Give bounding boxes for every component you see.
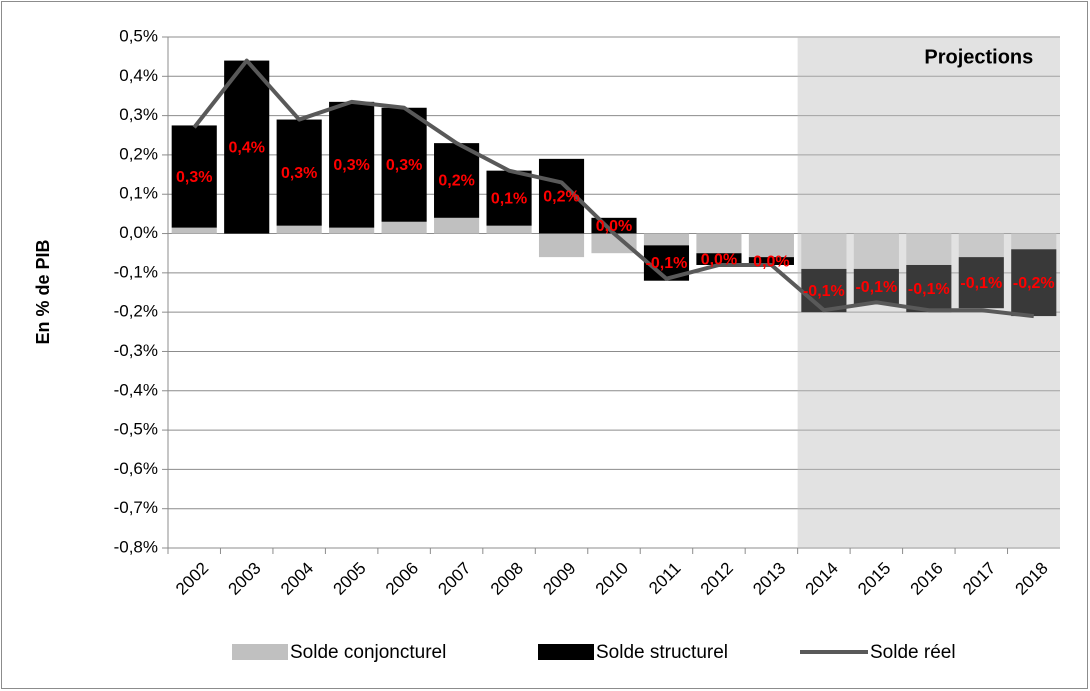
bar xyxy=(276,225,322,234)
y-tick-label: 0,0% xyxy=(119,223,158,242)
bar xyxy=(906,233,952,265)
bar xyxy=(381,107,427,222)
y-tick-label: -0,4% xyxy=(114,380,158,399)
y-tick-label: -0,7% xyxy=(114,498,158,517)
bar xyxy=(276,119,322,226)
bar xyxy=(958,233,1004,258)
value-label: 0,3% xyxy=(176,169,212,186)
value-label: 0,2% xyxy=(543,188,579,205)
bar xyxy=(329,101,375,228)
bar xyxy=(906,264,952,313)
legend-label: Solde conjoncturel xyxy=(290,642,446,663)
y-tick-label: -0,3% xyxy=(114,341,158,360)
bar xyxy=(538,233,585,258)
y-tick-label: 0,1% xyxy=(119,184,158,203)
bar xyxy=(591,233,637,254)
value-label: 0,2% xyxy=(438,173,474,190)
value-label: -0,1% xyxy=(803,283,845,300)
bar xyxy=(643,233,690,246)
bar xyxy=(696,233,742,254)
y-tick-label: 0,5% xyxy=(119,26,158,45)
y-tick-label: -0,5% xyxy=(114,420,158,439)
bar xyxy=(748,257,794,265)
value-label: -0,2% xyxy=(1013,275,1055,292)
bar xyxy=(1011,233,1057,250)
value-label: 0,0% xyxy=(753,253,789,270)
shaded-overlay xyxy=(797,37,1060,548)
legend-label: Solde structurel xyxy=(596,642,728,663)
y-tick-label: -0,6% xyxy=(114,459,158,478)
bar xyxy=(748,233,794,258)
value-label: 0,0% xyxy=(701,251,737,268)
bar xyxy=(224,60,270,234)
bar xyxy=(486,225,532,234)
legend-swatch xyxy=(232,644,288,660)
value-label: -0,1% xyxy=(960,275,1002,292)
legend-swatch xyxy=(538,644,594,660)
value-label: -0,1% xyxy=(855,279,897,296)
bar xyxy=(853,233,899,269)
line xyxy=(192,58,1034,319)
y-tick-label: 0,2% xyxy=(119,144,158,163)
y-tick-label: -0,1% xyxy=(114,262,158,281)
value-label: 0,3% xyxy=(281,165,317,182)
value-label: 0,3% xyxy=(333,157,369,174)
value-label: -0,1% xyxy=(646,255,688,272)
value-label: 0,3% xyxy=(386,157,422,174)
bar xyxy=(486,170,532,226)
bar xyxy=(696,253,742,265)
bar xyxy=(434,217,480,234)
y-tick-label: -0,2% xyxy=(114,302,158,321)
bar xyxy=(171,227,217,234)
value-label: 0,4% xyxy=(228,139,264,156)
bar xyxy=(958,257,1004,309)
legend-label: Solde réel xyxy=(870,642,956,663)
y-tick-label: -0,8% xyxy=(114,537,158,556)
shaded-label: Projections xyxy=(924,46,1033,68)
y-tick-label: 0,3% xyxy=(119,105,158,124)
bar xyxy=(801,268,847,313)
value-label: 0,1% xyxy=(491,190,527,207)
y-tick-label: 0,4% xyxy=(119,66,158,85)
value-label: 0,0% xyxy=(596,218,632,235)
bar xyxy=(1011,249,1057,317)
value-label: -0,1% xyxy=(908,281,950,298)
bar xyxy=(801,233,847,269)
bar xyxy=(434,143,480,218)
bar xyxy=(853,268,899,305)
bar xyxy=(329,227,375,234)
bar xyxy=(381,221,427,234)
y-axis-label: En % de PIB xyxy=(33,239,53,344)
bar xyxy=(171,125,217,228)
